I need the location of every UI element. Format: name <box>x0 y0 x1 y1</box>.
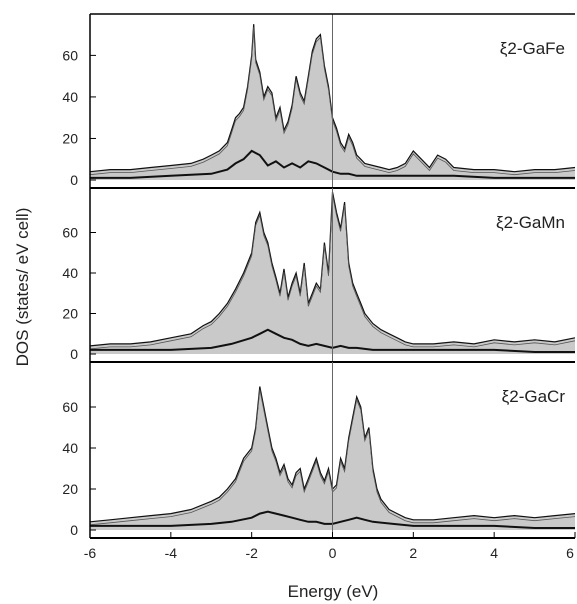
x-ticks-group: -6 -4 -2 0 2 4 6 <box>84 532 576 561</box>
y-tick-label: 40 <box>62 440 78 456</box>
x-tick-label: -4 <box>165 545 178 561</box>
y-tick-label: 20 <box>62 130 78 146</box>
total-dos-line-lower <box>90 194 575 350</box>
panel-label: ξ2-GaMn <box>496 213 565 232</box>
x-tick-label: 0 <box>329 545 337 561</box>
y-tick-label: 60 <box>62 399 78 415</box>
total-dos-line-lower <box>90 389 575 526</box>
y-tick-label: 0 <box>70 172 78 188</box>
y-tick-label: 60 <box>62 225 78 241</box>
y-tick-label: 0 <box>70 522 78 538</box>
x-axis-title: Energy (eV) <box>288 582 379 601</box>
x-tick-label: 6 <box>566 545 574 561</box>
y-tick-label: 40 <box>62 265 78 281</box>
y-tick-label: 20 <box>62 481 78 497</box>
y-tick-label: 40 <box>62 89 78 105</box>
y-axis-title: DOS (states/ eV cell) <box>13 208 32 367</box>
panel-label: ξ2-GaFe <box>500 39 565 58</box>
total-dos-line <box>90 24 575 173</box>
panel-2: 0 20 40 60 ξ2-GaMn <box>62 188 575 363</box>
partial-dos-line <box>90 510 575 529</box>
x-tick-label: -6 <box>84 545 97 561</box>
panel-label: ξ2-GaCr <box>502 387 566 406</box>
y-tick-label: 0 <box>70 346 78 362</box>
panel-3: 0 20 40 60 ξ2-GaCr <box>62 362 575 539</box>
y-tick-label: 60 <box>62 47 78 63</box>
total-dos-line <box>90 386 575 523</box>
panels-group: 0 20 40 60 ξ2-GaFe 0 20 40 60 ξ2-GaMn 0 20 40 60 ξ2-Ga… <box>62 13 575 539</box>
x-tick-label: 2 <box>409 545 417 561</box>
total-dos-line <box>90 191 575 347</box>
partial-dos-line <box>90 149 575 179</box>
total-dos-line-lower <box>90 27 575 176</box>
x-tick-label: -2 <box>245 545 258 561</box>
x-tick-label: 4 <box>490 545 498 561</box>
panel-1: 0 20 40 60 ξ2-GaFe <box>62 13 575 189</box>
y-tick-label: 20 <box>62 306 78 322</box>
partial-dos-line <box>90 328 575 353</box>
